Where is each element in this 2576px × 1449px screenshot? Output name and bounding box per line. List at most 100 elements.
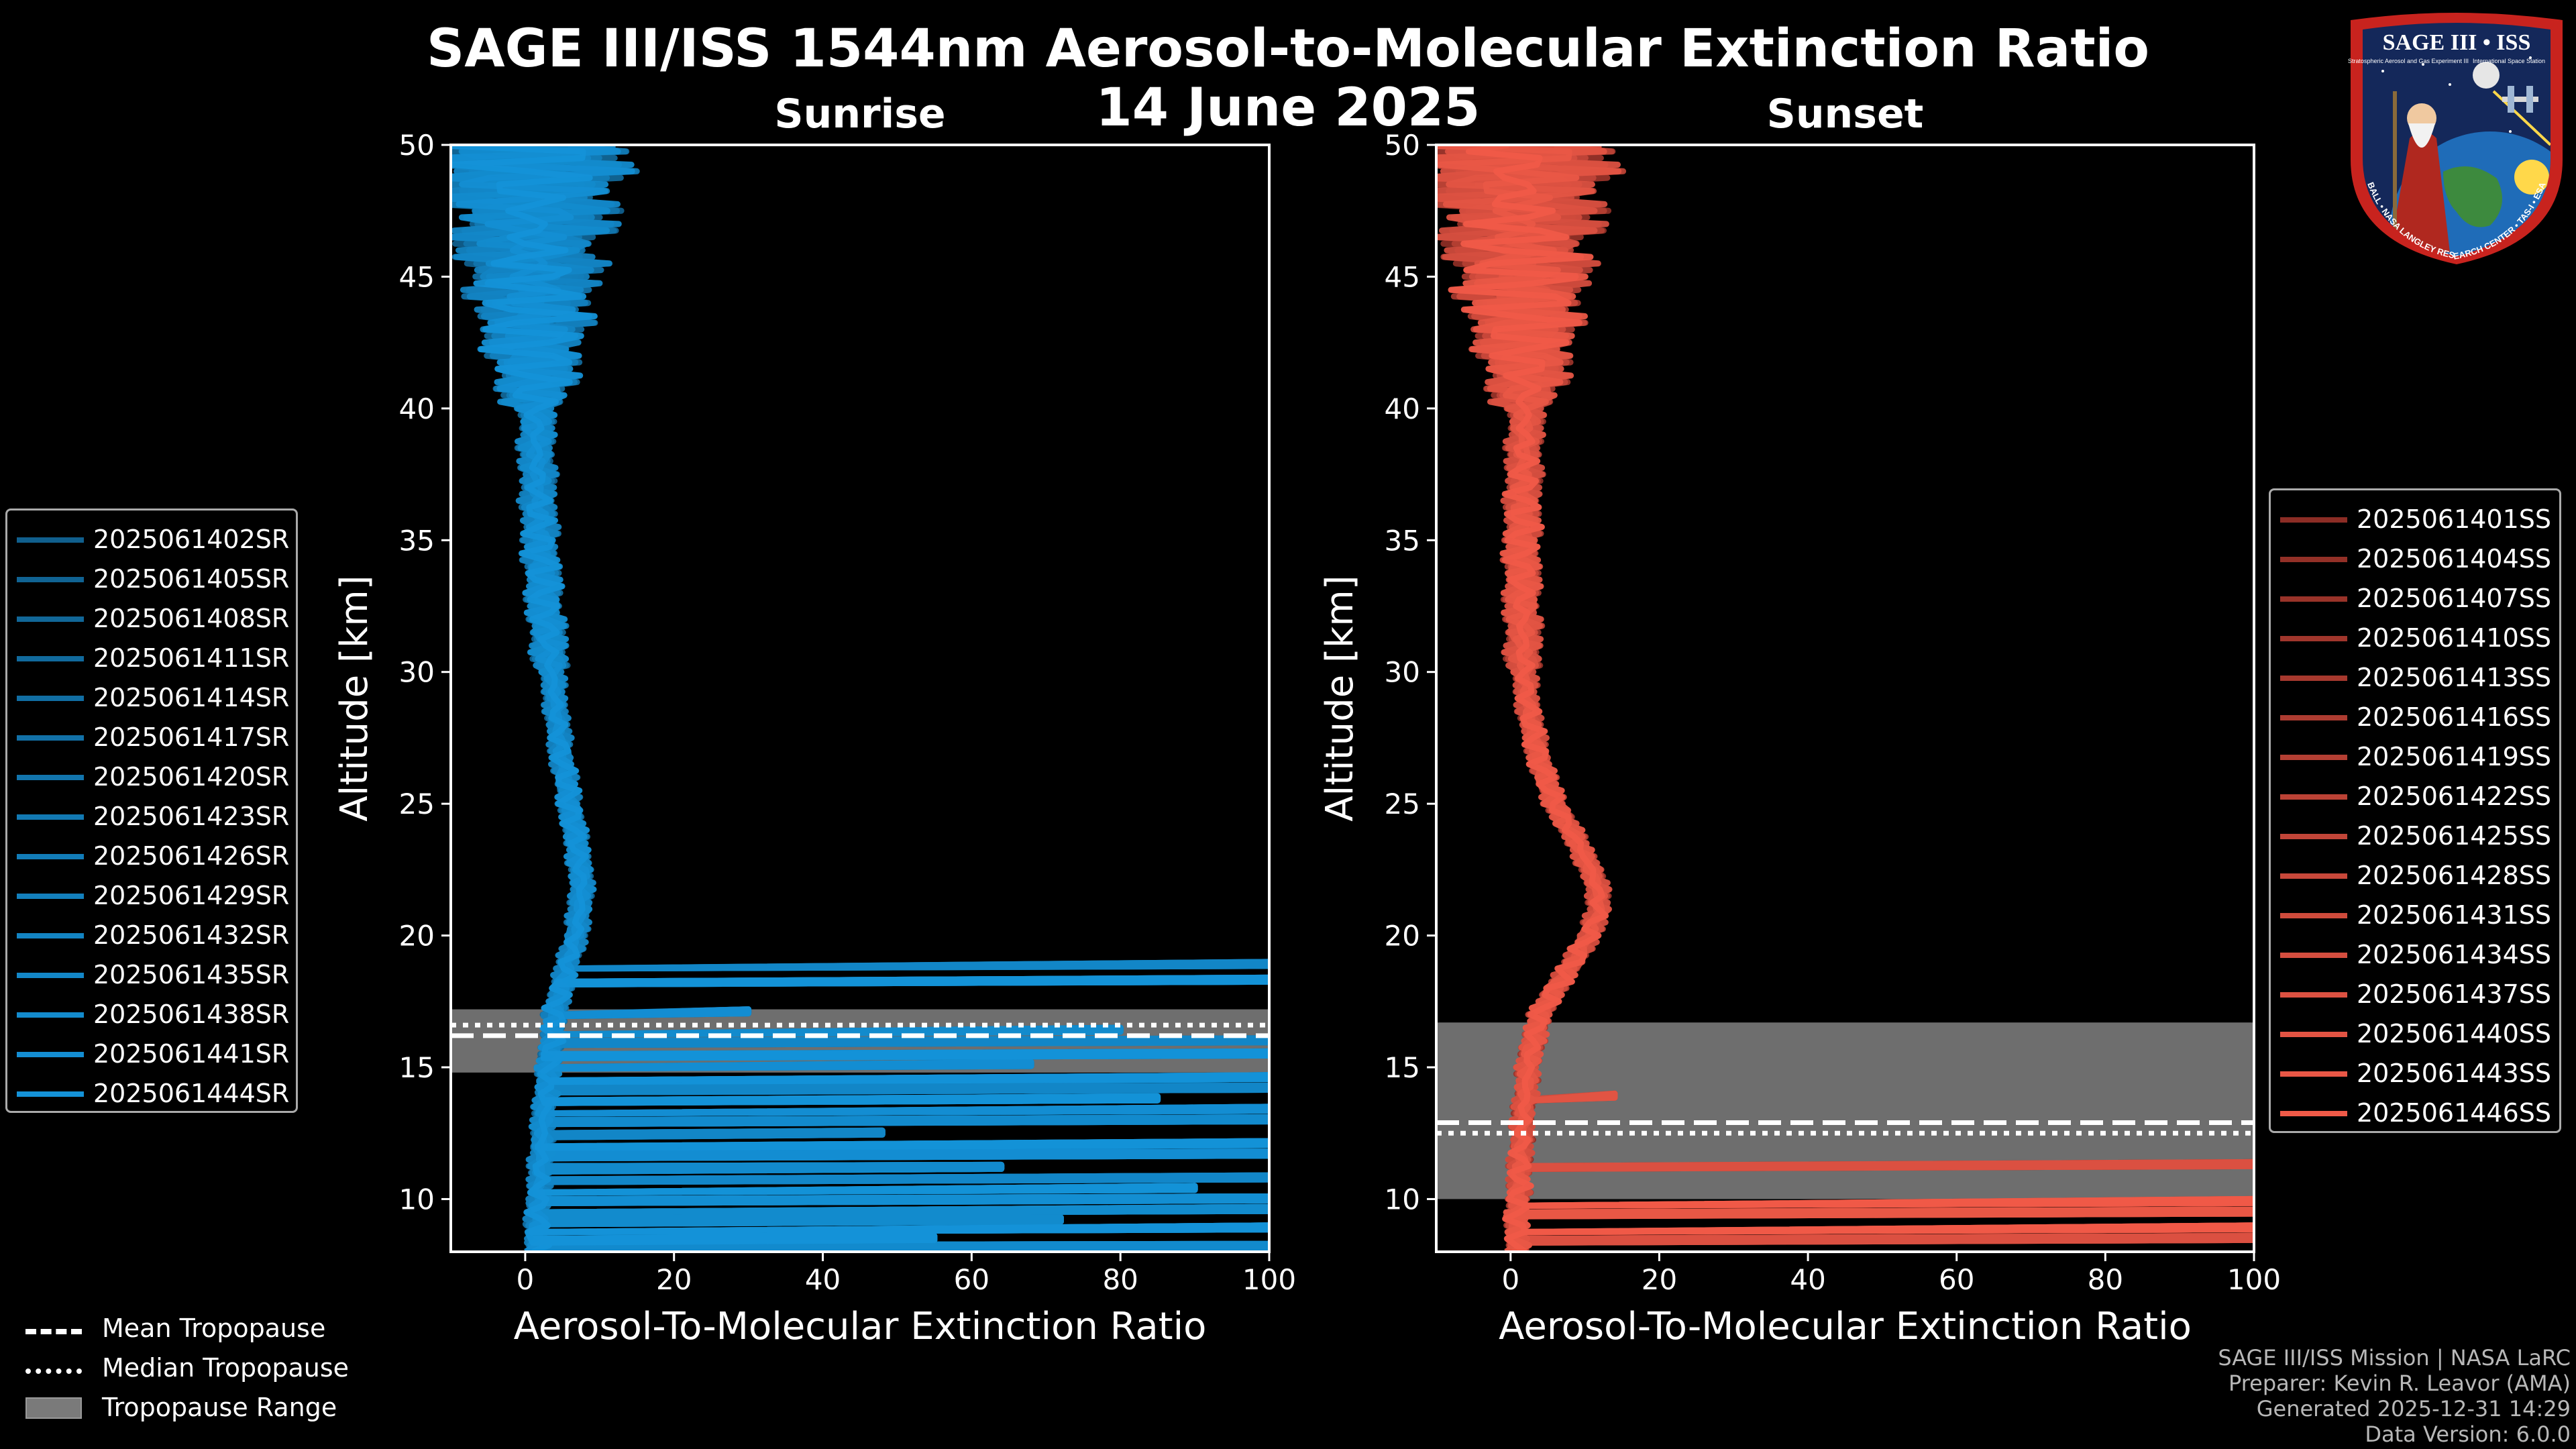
sunset-y-axis-label: Altitude [km] (1318, 575, 1362, 821)
footer-preparer: Preparer: Kevin R. Leavor (AMA) (2228, 1371, 2571, 1396)
sunset-chart: 0 20 40 60 80 100 10 15 20 25 30 35 40 45 50 Sunset Aero… (1318, 91, 2281, 1348)
legend-label: 2025061422SS (2357, 782, 2552, 811)
legend-swatch (2280, 953, 2347, 958)
y-tick-label: 10 (1385, 1183, 1420, 1216)
sunrise-plot-frame (449, 144, 1271, 1253)
sunset-x-axis-label: Aerosol-To-Molecular Extinction Ratio (1499, 1305, 2192, 1348)
x-tick-label: 20 (1642, 1263, 1677, 1296)
logo-subtitle-left: Stratospheric Aerosol and Gas Experiment… (2348, 58, 2469, 64)
legend-item: 2025061422SS (2271, 777, 2559, 816)
tropopause-range-label: Tropopause Range (102, 1393, 337, 1422)
x-tick-label: 60 (1939, 1263, 1974, 1296)
legend-item: 2025061443SS (2271, 1054, 2559, 1093)
y-tick-label: 25 (1385, 788, 1420, 820)
sunrise-profile-line (451, 145, 1269, 1252)
legend-label: 2025061404SS (2357, 544, 2552, 574)
legend-swatch (17, 696, 84, 701)
legend-swatch (17, 735, 84, 741)
y-tick-label: 40 (399, 392, 435, 425)
legend-swatch (17, 933, 84, 938)
sunset-plot-frame (1435, 144, 2255, 1253)
median-tropopause-label: Median Tropopause (102, 1353, 349, 1383)
legend-label: 2025061443SS (2357, 1059, 2552, 1088)
legend-label: 2025061401SS (2357, 504, 2552, 534)
median-tropopause-swatch (25, 1368, 82, 1374)
legend-label: 2025061431SS (2357, 900, 2552, 930)
legend-item: 2025061434SS (2271, 935, 2559, 975)
legend-label: 2025061428SS (2357, 861, 2552, 890)
sunrise-panel-title: Sunrise (774, 91, 945, 138)
legend-item: 2025061431SS (2271, 896, 2559, 935)
earth-continent-icon (2443, 166, 2502, 227)
y-tick-label: 40 (1385, 392, 1420, 425)
legend-item: 2025061423SR (7, 797, 296, 837)
legend-swatch (17, 656, 84, 661)
legend-item: 2025061420SR (7, 757, 296, 797)
y-tick-label: 30 (1385, 656, 1420, 689)
legend-swatch (17, 1012, 84, 1018)
x-tick-label: 40 (805, 1263, 841, 1296)
legend-swatch (17, 894, 84, 899)
legend-swatch (17, 537, 84, 543)
legend-swatch (2280, 913, 2347, 918)
legend-swatch (17, 1052, 84, 1057)
x-tick-label: 60 (954, 1263, 989, 1296)
logo-name: SAGE III • ISS (2383, 30, 2531, 55)
y-tick-label: 30 (399, 656, 435, 689)
sunset-panel-title: Sunset (1767, 91, 1924, 138)
legend-label: 2025061413SS (2357, 663, 2552, 692)
sunset-profile-lines (1436, 145, 2254, 1252)
legend-swatch (2280, 596, 2347, 602)
legend-swatch (2280, 834, 2347, 839)
figure-date: 14 June 2025 (1095, 78, 1481, 138)
legend-item: 2025061425SS (2271, 816, 2559, 856)
legend-label: 2025061410SS (2357, 623, 2552, 653)
legend-label: 2025061420SR (93, 762, 290, 792)
legend-item: 2025061411SR (7, 639, 296, 678)
iss-station-icon (2502, 86, 2538, 113)
mean-tropopause-swatch (25, 1329, 82, 1334)
legend-label: 2025061435SR (93, 960, 290, 989)
x-tick-label: 100 (2227, 1263, 2281, 1296)
sun-icon (2514, 160, 2549, 195)
legend-label: 2025061416SS (2357, 702, 2552, 732)
legend-item: 2025061432SR (7, 916, 296, 955)
legend-label: 2025061407SS (2357, 584, 2552, 613)
legend-item: 2025061429SR (7, 876, 296, 916)
y-tick-label: 45 (399, 260, 435, 293)
legend-label: 2025061446SS (2357, 1098, 2552, 1128)
sunrise-legend: 2025061402SR 2025061405SR 2025061408SR 2025… (5, 508, 298, 1113)
legend-swatch (17, 616, 84, 622)
legend-swatch (17, 854, 84, 859)
y-tick-label: 35 (1385, 524, 1420, 557)
x-tick-label: 80 (2088, 1263, 2123, 1296)
footer-generated: Generated 2025-12-31 14:29 (2256, 1396, 2571, 1421)
legend-item: 2025061413SS (2271, 658, 2559, 698)
legend-label: 2025061434SS (2357, 940, 2552, 969)
sunset-tropopause-range (1436, 1022, 2254, 1199)
footer-version: Data Version: 6.0.0 (2365, 1421, 2571, 1447)
legend-item: 2025061428SS (2271, 856, 2559, 896)
legend-item: 2025061435SR (7, 955, 296, 995)
legend-label: 2025061440SS (2357, 1019, 2552, 1049)
x-tick-label: 100 (1242, 1263, 1296, 1296)
legend-swatch (2280, 794, 2347, 800)
y-tick-label: 45 (1385, 260, 1420, 293)
footer-mission: SAGE III/ISS Mission | NASA LaRC (2218, 1345, 2571, 1371)
legend-label: 2025061444SR (93, 1079, 290, 1108)
y-tick-label: 20 (399, 920, 435, 953)
legend-swatch (2280, 992, 2347, 998)
legend-swatch (17, 1091, 84, 1097)
legend-swatch (17, 775, 84, 780)
sunrise-profile-lines (451, 145, 1269, 1252)
sunset-legend: 2025061401SS 2025061404SS 2025061407SS 2025… (2269, 488, 2561, 1133)
y-tick-label: 50 (399, 129, 435, 162)
footer-credits: SAGE III/ISS Mission | NASA LaRC Prepare… (2218, 1345, 2571, 1447)
sunrise-chart: 0 20 40 60 80 100 10 15 20 25 30 35 40 45 50 Sunrise Aer… (333, 91, 1296, 1348)
legend-label: 2025061414SR (93, 683, 290, 712)
x-tick-label: 0 (517, 1263, 535, 1296)
legend-label: 2025061419SS (2357, 742, 2552, 771)
legend-swatch (2280, 557, 2347, 562)
y-tick-label: 15 (1385, 1051, 1420, 1084)
